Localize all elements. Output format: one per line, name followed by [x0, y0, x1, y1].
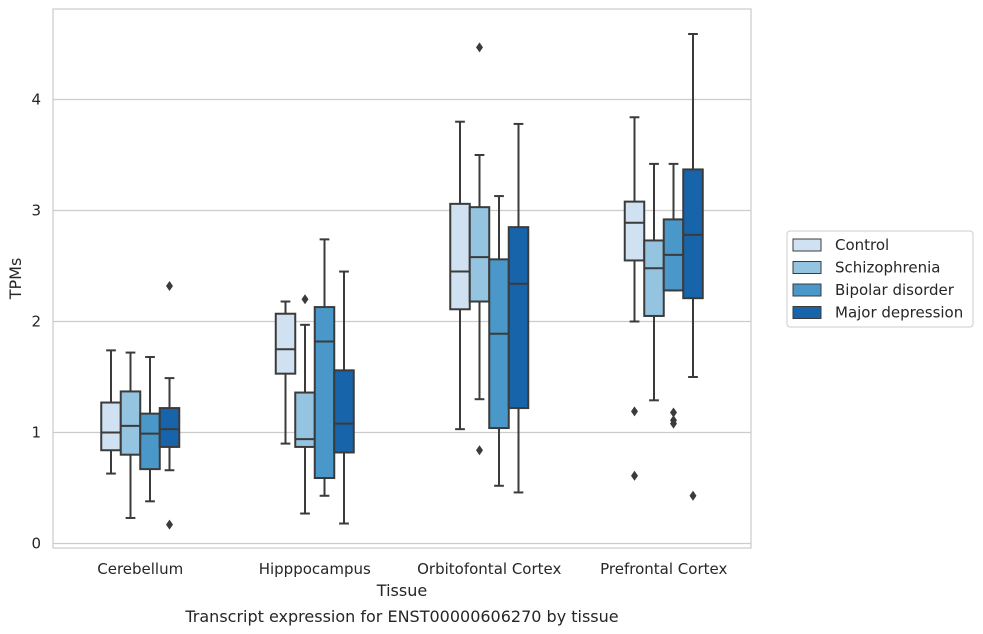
box-2-0 [449, 120, 471, 431]
legend-label: Schizophrenia [835, 259, 940, 277]
y-tick-label: 1 [31, 424, 41, 442]
y-tick-label: 2 [31, 313, 41, 331]
box-iqr [488, 258, 510, 430]
x-tick-labels: Cerebellum Hipppocampus Orbitofontal Corte… [97, 560, 727, 578]
box-0-1 [119, 351, 142, 519]
outlier-point [631, 470, 638, 481]
box-iqr [119, 390, 142, 456]
box-2-3 [507, 122, 530, 494]
box-iqr [643, 239, 665, 317]
box-iqr [313, 306, 336, 480]
outlier-point [670, 407, 677, 418]
chart-caption: Transcript expression for ENST0000060627… [184, 607, 618, 626]
y-axis-label: TPMs [6, 258, 25, 301]
box-3-2 [662, 162, 685, 429]
box-layer [100, 33, 704, 530]
box-iqr [449, 202, 471, 311]
box-iqr [333, 369, 355, 454]
box-0-0 [100, 349, 122, 475]
outlier-point [166, 519, 173, 530]
legend-label: Bipolar disorder [835, 281, 955, 299]
box-iqr [158, 407, 181, 448]
plot-frame [52, 8, 752, 549]
y-tick-label: 3 [31, 202, 41, 220]
outlier-point [476, 445, 483, 456]
x-tick-label: Orbitofontal Cortex [417, 560, 561, 578]
box-0-2 [139, 356, 161, 503]
box-iqr [468, 206, 491, 303]
y-tick-labels: 0 1 2 3 4 [31, 91, 41, 553]
box-1-1 [294, 294, 316, 515]
legend-swatch [792, 238, 822, 252]
outlier-point [689, 490, 697, 501]
box-iqr [100, 401, 122, 452]
box-2-1 [468, 42, 491, 456]
box-1-2 [313, 238, 336, 497]
outlier-point [631, 406, 638, 417]
box-iqr [274, 312, 297, 375]
grid-layer [53, 98, 751, 545]
box-3-3 [682, 33, 704, 501]
box-iqr [682, 168, 704, 300]
box-iqr [623, 200, 646, 262]
legend-label: Major depression [835, 304, 963, 322]
box-iqr [139, 412, 161, 471]
legend-swatch [792, 261, 822, 274]
box-1-3 [333, 270, 355, 525]
legend: Control Schizophrenia Bipolar disorder Majo… [786, 230, 974, 328]
box-2-2 [488, 195, 510, 487]
legend-label: Control [835, 236, 889, 254]
x-tick-label: Prefrontal Cortex [600, 560, 727, 578]
box-1-0 [274, 300, 297, 445]
box-3-0 [623, 116, 646, 481]
box-iqr [507, 226, 530, 410]
box-0-3 [158, 280, 181, 530]
legend-swatch [792, 283, 822, 297]
legend-frame [786, 230, 974, 328]
y-tick-label: 0 [31, 535, 41, 553]
outlier-point [301, 294, 309, 305]
legend-swatch [792, 306, 822, 319]
x-tick-label: Cerebellum [97, 560, 183, 578]
outlier-point [166, 280, 173, 291]
outlier-point [670, 418, 677, 429]
x-axis-label: Tissue [376, 581, 427, 600]
y-tick-label: 4 [31, 91, 41, 109]
box-3-1 [643, 162, 665, 402]
outlier-point [476, 42, 483, 53]
x-tick-label: Hipppocampus [259, 560, 371, 578]
